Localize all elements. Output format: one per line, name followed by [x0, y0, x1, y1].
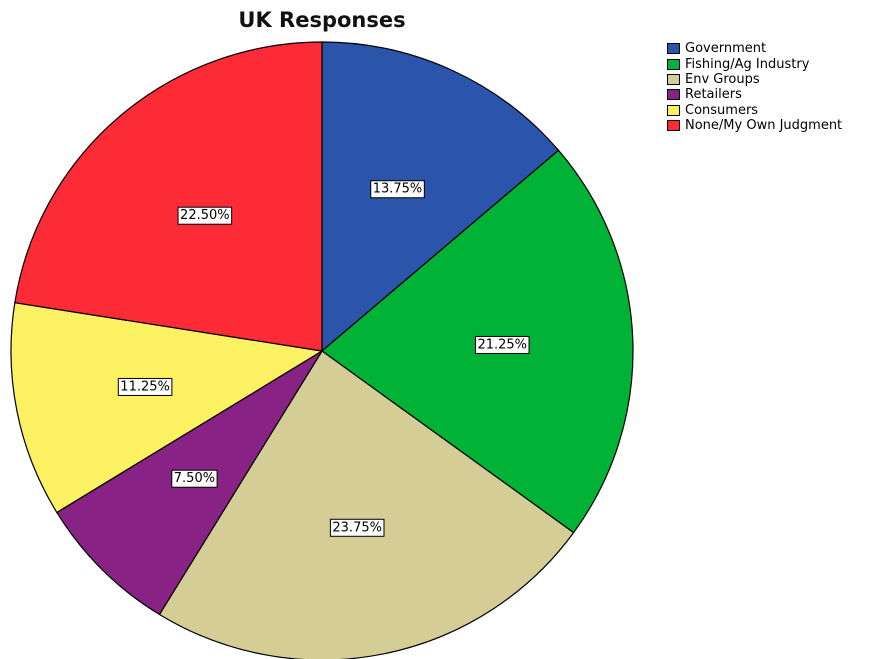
pie-data-labels: 13.75% 21.25% 23.75% 7.50% 11.25% 22.50% — [117, 180, 530, 537]
data-label: 21.25% — [474, 335, 530, 354]
legend-swatch — [667, 120, 680, 132]
data-label-text: 23.75% — [332, 520, 382, 535]
legend-swatch — [667, 58, 680, 70]
legend-item: Consumers — [667, 103, 842, 118]
pie-slices — [10, 41, 634, 659]
legend-item: Government — [667, 41, 842, 56]
legend-swatch — [667, 89, 680, 101]
legend-label: None/My Own Judgment — [685, 118, 843, 134]
pie-slice-government — [321, 41, 560, 352]
data-label: 23.75% — [329, 518, 385, 537]
pie-slice-consumers — [10, 302, 323, 514]
data-label-text: 13.75% — [373, 182, 423, 197]
legend-item: Fishing/Ag Industry — [667, 56, 842, 72]
data-label-text: 11.25% — [120, 379, 170, 394]
data-label: 22.50% — [177, 206, 233, 225]
legend-label: Retailers — [685, 87, 742, 103]
legend-swatch — [667, 43, 680, 55]
data-label-box — [171, 469, 218, 488]
data-label-box — [117, 377, 173, 396]
pie-slice-none-my-own-judgment — [14, 41, 323, 352]
data-label: 7.50% — [171, 469, 218, 488]
data-label-text: 22.50% — [180, 208, 230, 223]
data-label-box — [177, 206, 233, 225]
data-label-box — [370, 180, 425, 199]
legend-swatch — [667, 73, 680, 85]
data-label-box — [329, 518, 385, 537]
legend-item: None/My Own Judgment — [667, 118, 842, 133]
legend-label: Fishing/Ag Industry — [685, 56, 810, 72]
chart-title: UK Responses — [238, 8, 406, 32]
legend-label: Env Groups — [685, 71, 760, 87]
legend-item: Retailers — [667, 87, 842, 102]
data-label-text: 7.50% — [174, 471, 215, 486]
data-label-text: 21.25% — [477, 337, 527, 352]
pie-slice-env-groups — [158, 350, 575, 659]
legend-label: Consumers — [685, 102, 759, 118]
legend-item: Env Groups — [667, 72, 842, 87]
data-label: 11.25% — [117, 377, 173, 396]
chart-legend: Government Fishing/Ag Industry Env Groups R… — [667, 41, 842, 133]
legend-swatch — [667, 104, 680, 116]
data-label-box — [474, 335, 530, 354]
legend-label: Government — [685, 41, 767, 57]
data-label: 13.75% — [370, 180, 425, 199]
